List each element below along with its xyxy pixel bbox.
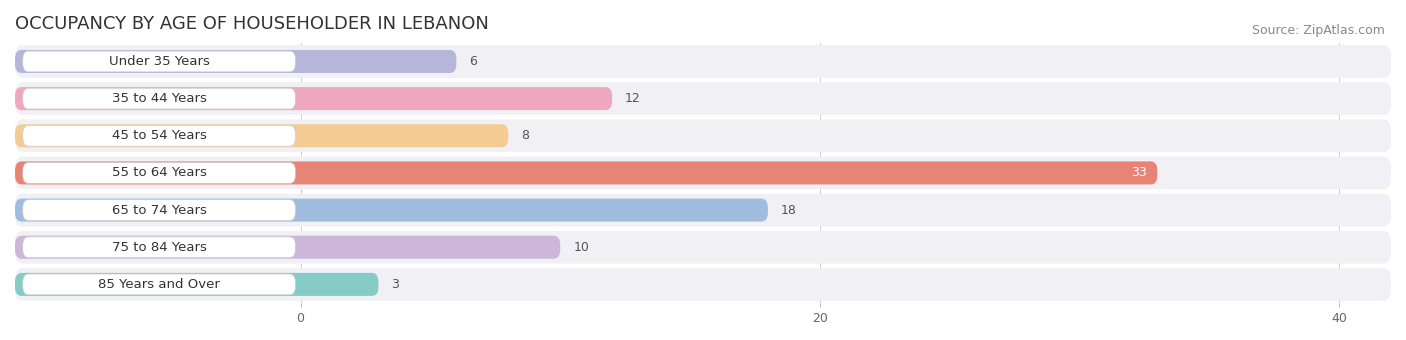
Text: 12: 12 [626, 92, 641, 105]
FancyBboxPatch shape [15, 231, 1391, 264]
Text: 6: 6 [470, 55, 477, 68]
FancyBboxPatch shape [15, 268, 1391, 301]
FancyBboxPatch shape [15, 119, 1391, 152]
Text: OCCUPANCY BY AGE OF HOUSEHOLDER IN LEBANON: OCCUPANCY BY AGE OF HOUSEHOLDER IN LEBAN… [15, 15, 489, 33]
Text: 3: 3 [391, 278, 399, 291]
FancyBboxPatch shape [22, 125, 295, 146]
FancyBboxPatch shape [22, 237, 295, 258]
FancyBboxPatch shape [15, 124, 509, 147]
FancyBboxPatch shape [15, 157, 1391, 189]
FancyBboxPatch shape [15, 87, 612, 110]
Text: 18: 18 [780, 204, 797, 217]
FancyBboxPatch shape [22, 200, 295, 220]
Text: 33: 33 [1132, 167, 1147, 180]
FancyBboxPatch shape [15, 199, 768, 222]
Text: 75 to 84 Years: 75 to 84 Years [111, 241, 207, 254]
Text: 8: 8 [522, 129, 529, 142]
Text: 85 Years and Over: 85 Years and Over [98, 278, 219, 291]
Text: Source: ZipAtlas.com: Source: ZipAtlas.com [1251, 24, 1385, 37]
FancyBboxPatch shape [15, 50, 457, 73]
Text: 55 to 64 Years: 55 to 64 Years [111, 167, 207, 180]
Text: 65 to 74 Years: 65 to 74 Years [111, 204, 207, 217]
FancyBboxPatch shape [15, 236, 560, 259]
Text: 10: 10 [574, 241, 589, 254]
Text: 35 to 44 Years: 35 to 44 Years [111, 92, 207, 105]
FancyBboxPatch shape [15, 273, 378, 296]
FancyBboxPatch shape [22, 274, 295, 295]
FancyBboxPatch shape [22, 163, 295, 183]
Text: Under 35 Years: Under 35 Years [108, 55, 209, 68]
Text: 45 to 54 Years: 45 to 54 Years [111, 129, 207, 142]
FancyBboxPatch shape [22, 51, 295, 72]
FancyBboxPatch shape [15, 45, 1391, 78]
FancyBboxPatch shape [22, 88, 295, 109]
FancyBboxPatch shape [15, 194, 1391, 226]
FancyBboxPatch shape [15, 82, 1391, 115]
FancyBboxPatch shape [15, 162, 1157, 184]
